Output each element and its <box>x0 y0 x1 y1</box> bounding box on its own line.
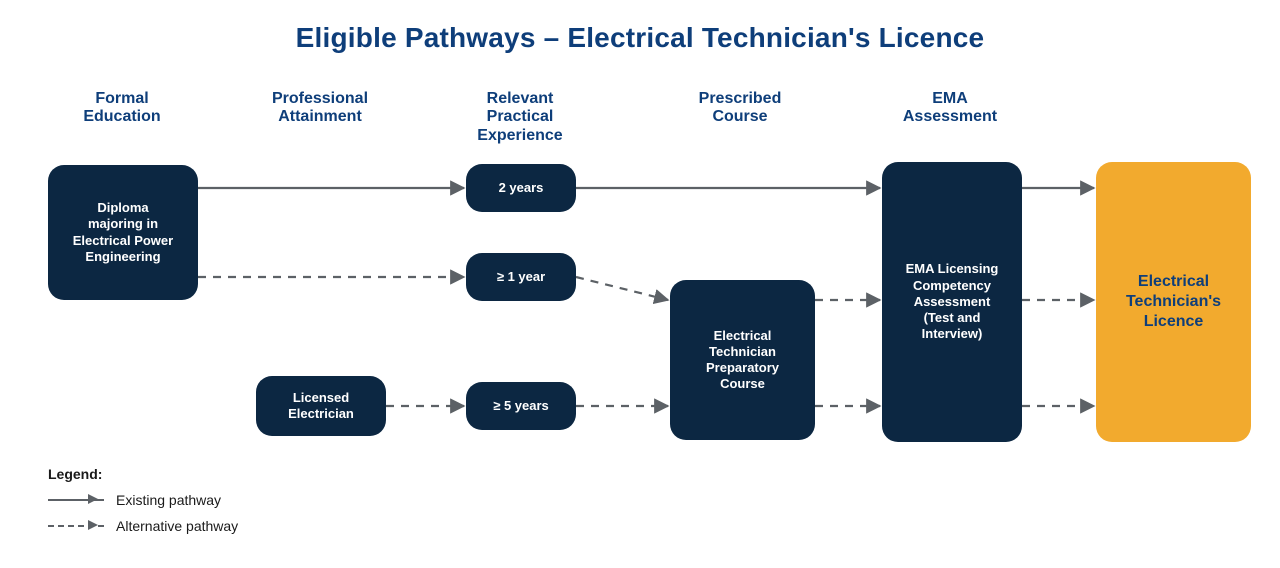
column-header-prof: Professional Attainment <box>220 90 420 127</box>
node-licence: Electrical Technician's Licence <box>1096 162 1251 442</box>
legend-solid-arrowhead <box>88 493 102 505</box>
node-prep: Electrical Technician Preparatory Course <box>670 280 815 440</box>
node-assessment: EMA Licensing Competency Assessment (Tes… <box>882 162 1022 442</box>
node-exp1: ≥ 1 year <box>466 253 576 301</box>
node-exp5: ≥ 5 years <box>466 382 576 430</box>
legend-dashed-arrowhead <box>88 519 102 531</box>
legend-existing: Existing pathway <box>48 492 238 508</box>
column-header-course: Prescribed Course <box>640 90 840 127</box>
node-diploma: Diploma majoring in Electrical Power Eng… <box>48 165 198 300</box>
edge-exp1-to-prep-4 <box>576 277 668 300</box>
legend-title: Legend: <box>48 466 238 482</box>
column-header-exp: Relevant Practical Experience <box>420 90 620 145</box>
column-header-assessment: EMA Assessment <box>850 90 1050 127</box>
legend-alternative-label: Alternative pathway <box>116 518 238 534</box>
legend: Legend: Existing pathway Alternative pat… <box>48 466 238 534</box>
node-exp2: 2 years <box>466 164 576 212</box>
node-licensed: Licensed Electrician <box>256 376 386 436</box>
legend-alternative: Alternative pathway <box>48 518 238 534</box>
legend-existing-label: Existing pathway <box>116 492 221 508</box>
column-header-formal: Formal Education <box>22 90 222 127</box>
diagram-title: Eligible Pathways – Electrical Technicia… <box>0 22 1280 54</box>
